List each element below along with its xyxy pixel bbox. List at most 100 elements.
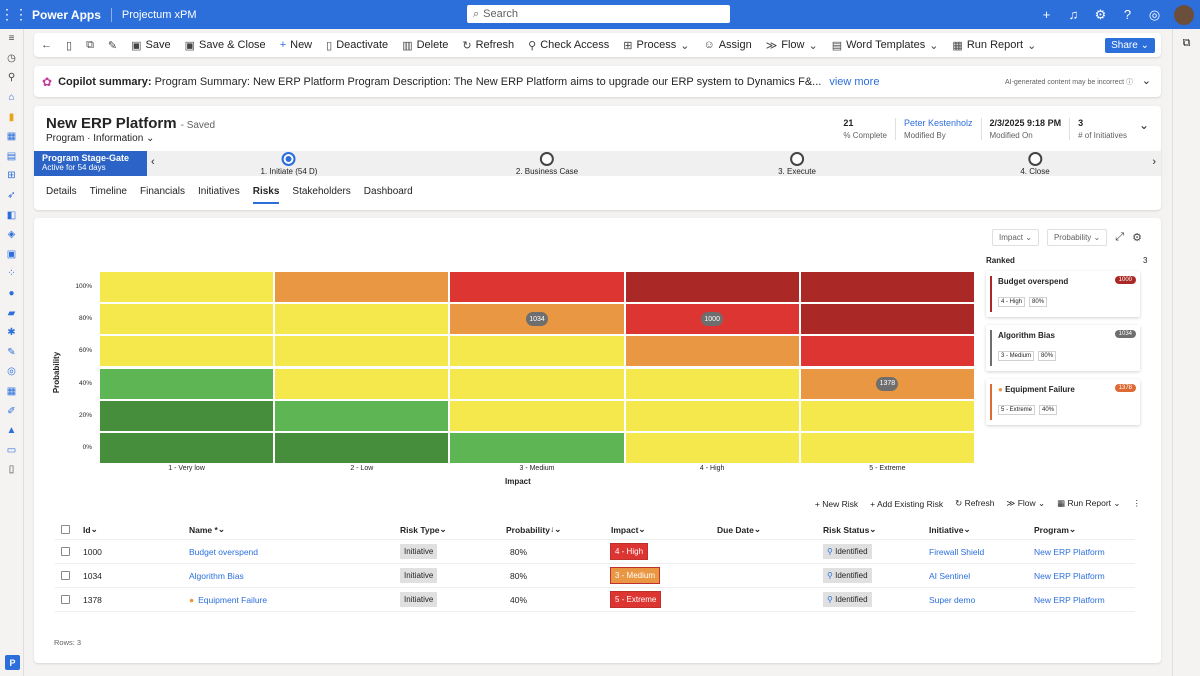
heatmap-cell[interactable] (274, 431, 450, 464)
ranked-risk-card[interactable]: Algorithm Bias 1034 3 - Medium 80% (986, 325, 1140, 371)
select-all-checkbox[interactable] (61, 520, 70, 539)
probability-dropdown[interactable]: Probability ⌄ (1046, 229, 1108, 246)
column-header-name[interactable]: Name * ⌄ (189, 524, 225, 535)
back-button[interactable]: ← (34, 39, 59, 51)
cell-name-link[interactable]: ● Equipment Failure (189, 588, 267, 611)
heatmap-cell[interactable] (274, 399, 450, 432)
edit-icon[interactable]: ✐ (7, 405, 16, 417)
area-switcher[interactable]: P (5, 655, 20, 670)
flow-button[interactable]: ≫ Flow ⌄ (759, 39, 825, 52)
bpf-stage-execute[interactable]: 3. Execute (778, 152, 816, 176)
ranked-risk-card[interactable]: ● Equipment Failure 1378 5 - Extreme 40% (986, 379, 1140, 425)
heatmap-cell[interactable] (449, 367, 625, 400)
heatmap-cell[interactable] (274, 367, 450, 400)
box-icon[interactable]: ◧ (6, 209, 17, 221)
cell-initiative-link[interactable]: AI Sentinel (929, 570, 971, 581)
save-button[interactable]: ▣ Save (124, 39, 177, 52)
modified-by-link[interactable]: Peter Kestenholz (903, 118, 973, 128)
heatmap-cell[interactable] (99, 431, 275, 464)
heatmap-cell[interactable] (99, 335, 275, 368)
program-icon[interactable]: ⊞ (7, 170, 16, 182)
pin-icon[interactable]: ⚲ (7, 72, 16, 84)
column-header-due-date[interactable]: Due Date ⌄ (717, 524, 761, 535)
plus-icon[interactable]: + (1042, 7, 1051, 22)
heatmap-cell[interactable] (449, 399, 625, 432)
heatmap-cell[interactable] (99, 271, 275, 304)
calendar-icon[interactable]: ▦ (6, 385, 17, 397)
reports-icon[interactable]: ▮ (8, 111, 15, 123)
assign-button[interactable]: ☺ Assign (696, 39, 758, 51)
cube-icon[interactable]: ◈ (7, 229, 16, 241)
process-button[interactable]: ⊞ Process ⌄ (616, 39, 696, 52)
heatmap-cell[interactable] (624, 335, 800, 368)
avatar[interactable] (1174, 4, 1194, 25)
heatmap-cell[interactable] (799, 399, 975, 432)
risk-bubble[interactable]: 1000 (701, 312, 724, 327)
global-search-input[interactable]: ⌕ Search (467, 5, 730, 23)
bpf-stage-business-case[interactable]: 2. Business Case (516, 152, 578, 176)
warning-icon[interactable]: ▲ (6, 425, 17, 437)
tab-initiatives[interactable]: Initiatives (198, 186, 240, 197)
chat-icon[interactable]: ▭ (6, 444, 17, 456)
grid-run-report-button[interactable]: ▦ Run Report ⌄ (1057, 498, 1121, 508)
cell-name-link[interactable]: Algorithm Bias (189, 564, 244, 587)
bpf-stage-initiate[interactable]: 1. Initiate (54 D) (261, 152, 317, 176)
chevron-down-icon[interactable]: ⌄ (1141, 75, 1151, 87)
risk-bubble[interactable]: 1034 (526, 312, 548, 327)
bell-icon[interactable]: ♫ (1068, 7, 1079, 22)
run-report-button[interactable]: ▦ Run Report ⌄ (945, 39, 1043, 52)
table-row[interactable]: 1034 Algorithm Bias Initiative 80% 3 - Mediu… (55, 564, 1135, 588)
rocket-icon[interactable]: ➶ (7, 190, 16, 202)
edit-button[interactable]: ✎ (101, 39, 124, 52)
view-more-link[interactable]: view more (829, 75, 880, 88)
help-icon[interactable]: ? (1123, 7, 1132, 22)
dashboard-icon[interactable]: ▦ (6, 131, 17, 143)
gear-icon[interactable]: ⚙ (1132, 232, 1142, 244)
delete-button[interactable]: ▥ Delete (395, 39, 455, 52)
row-checkbox[interactable] (61, 588, 70, 611)
heatmap-cell[interactable] (449, 335, 625, 368)
gear-icon[interactable]: ⚙ (1094, 6, 1107, 22)
environment-name[interactable]: Projectum xPM (121, 8, 197, 21)
copilot-pane-icon[interactable]: ⧉ (1182, 37, 1191, 49)
cell-initiative-link[interactable]: Firewall Shield (929, 546, 985, 557)
heatmap-cell[interactable] (799, 303, 975, 336)
briefcase-icon[interactable]: ▣ (6, 248, 17, 260)
ranked-risk-card[interactable]: Budget overspend 1000 4 - High 80% (986, 271, 1140, 317)
check-access-button[interactable]: ⚲ Check Access (521, 39, 616, 52)
heatmap-cell[interactable] (799, 271, 975, 304)
form-selector[interactable]: Program · Information ⌄ (46, 133, 155, 144)
share-button[interactable]: Share ⌄ (1105, 38, 1155, 53)
tab-risks[interactable]: Risks (252, 186, 280, 204)
heatmap-cell[interactable] (274, 335, 450, 368)
network-icon[interactable]: ⁘ (7, 268, 16, 280)
cell-name-link[interactable]: Budget overspend (189, 540, 258, 563)
new-risk-button[interactable]: + New Risk (815, 499, 858, 509)
bug-icon[interactable]: ✱ (7, 327, 16, 339)
home-icon[interactable]: ⌂ (8, 92, 15, 104)
hamburger-icon[interactable]: ≡ (8, 33, 15, 45)
bpf-next-chevron-icon[interactable]: › (1152, 156, 1156, 168)
heatmap-cell[interactable] (99, 367, 275, 400)
risk-bubble[interactable]: 1378 (876, 376, 899, 391)
cell-initiative-link[interactable]: Super demo (929, 594, 976, 605)
header-expand-chevron-icon[interactable]: ⌄ (1138, 118, 1149, 132)
impact-dropdown[interactable]: Impact ⌄ (992, 229, 1039, 246)
cell-program-link[interactable]: New ERP Platform (1034, 594, 1105, 605)
heatmap-cell[interactable] (624, 271, 800, 304)
bpf-active-process[interactable]: Program Stage-Gate Active for 54 days (34, 151, 147, 176)
person-icon[interactable]: ● (8, 288, 15, 300)
tab-details[interactable]: Details (46, 186, 77, 197)
table-row[interactable]: 1000 Budget overspend Initiative 80% 4 - Hig… (55, 540, 1135, 564)
recent-icon[interactable]: ◷ (7, 52, 16, 64)
row-checkbox[interactable] (61, 564, 70, 587)
heatmap-cell[interactable] (99, 399, 275, 432)
heatmap-cell[interactable] (624, 431, 800, 464)
deactivate-button[interactable]: ▯ Deactivate (319, 39, 395, 52)
tab-dashboard[interactable]: Dashboard (363, 186, 413, 197)
column-header-program[interactable]: Program ⌄ (1034, 524, 1077, 535)
heatmap-cell[interactable] (624, 367, 800, 400)
truck-icon[interactable]: ▰ (7, 307, 16, 319)
more-commands-icon[interactable]: ⋮ (1132, 498, 1142, 508)
heatmap-cell[interactable] (99, 303, 275, 336)
